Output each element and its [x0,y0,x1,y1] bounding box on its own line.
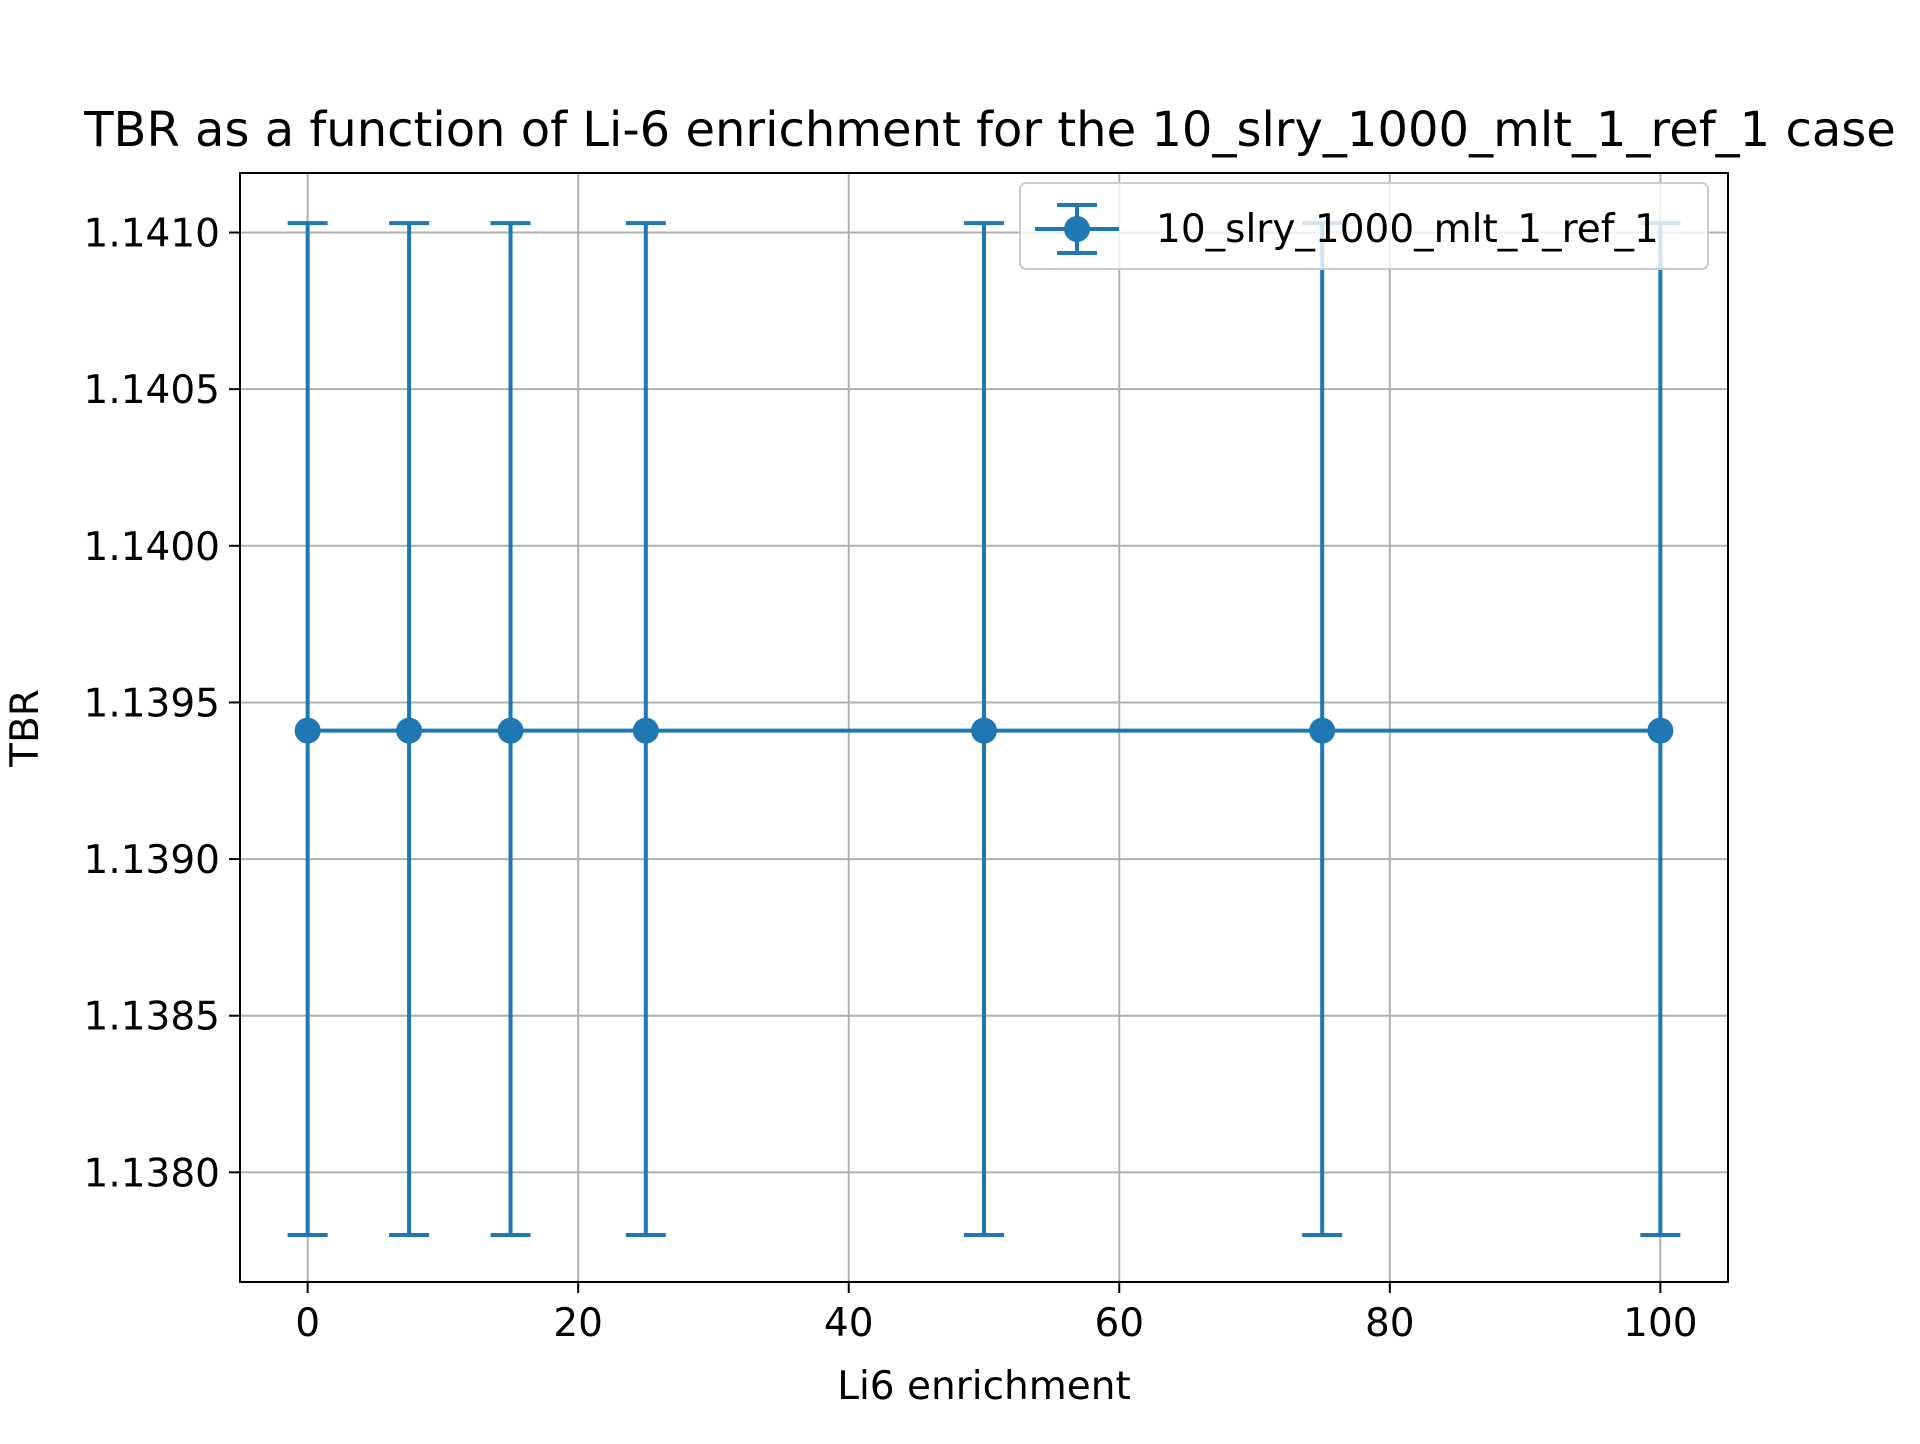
y-axis-label: TBR [3,689,48,768]
y-tick-label: 1.1380 [84,1151,220,1196]
legend-box [1019,182,1709,270]
y-tick-label: 1.1410 [84,212,220,257]
data-point [497,717,524,744]
legend: 10_slry_1000_mlt_1_ref_1 [1019,182,1709,270]
y-tick-label: 1.1405 [84,368,220,413]
data-point [1309,717,1336,744]
x-tick-label: 40 [824,1301,874,1346]
axis-ticks: 0 20 40 60 80 100 1.1380 1.1385 1.1390 1.1395 1.14… [84,212,1698,1346]
x-tick-label: 20 [553,1301,603,1346]
plot-data [287,221,1681,1238]
y-tick-label: 1.1385 [84,995,220,1040]
data-point [632,717,659,744]
y-tick-label: 1.1395 [84,681,220,726]
x-tick-label: 80 [1365,1301,1415,1346]
plot-frame [239,172,1729,1283]
data-point [396,717,423,744]
chart-title: TBR as a function of Li-6 enrichment for… [83,102,1896,158]
y-tick-label: 1.1400 [84,525,220,570]
data-point [1647,717,1674,744]
x-tick-label: 100 [1623,1301,1697,1346]
legend-point [1064,216,1090,242]
legend-series-marker [1035,203,1119,255]
x-axis-label: Li6 enrichment [837,1364,1131,1409]
x-tick-label: 0 [295,1301,320,1346]
x-tick-label: 60 [1094,1301,1144,1346]
y-tick-label: 1.1390 [84,838,220,883]
data-point [294,717,321,744]
legend-series-label: 10_slry_1000_mlt_1_ref_1 [1156,207,1659,252]
data-point [971,717,997,744]
